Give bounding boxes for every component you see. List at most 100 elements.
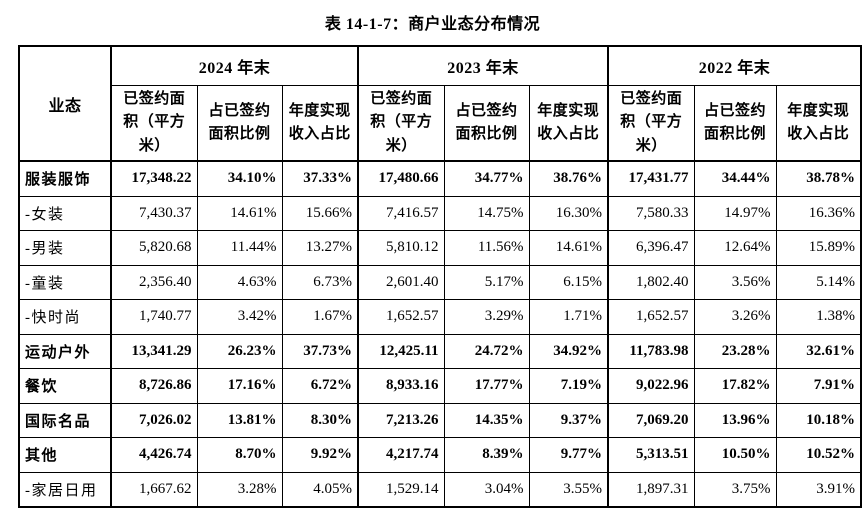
cell-value: 3.28% bbox=[196, 471, 283, 508]
table-row: -女装 7,430.37 14.61% 15.66% 7,416.57 14.75% 16.… bbox=[18, 195, 862, 231]
row-label: -快时尚 bbox=[18, 299, 112, 335]
col-header-signed-area-2022: 已签约面积（平方米） bbox=[607, 85, 695, 162]
cell-value: 2,601.40 bbox=[357, 264, 445, 300]
header-row-years: 业态 2024 年末 2023 年末 2022 年末 bbox=[18, 45, 862, 162]
cell-value: 3.26% bbox=[693, 299, 777, 335]
cell-value: 7,069.20 bbox=[607, 402, 695, 438]
row-label: -男装 bbox=[18, 230, 112, 266]
cell-value: 1,529.14 bbox=[357, 471, 445, 508]
cell-value: 13.81% bbox=[196, 402, 283, 438]
cell-value: 9.37% bbox=[528, 402, 609, 438]
cell-value: 34.10% bbox=[196, 160, 283, 197]
table-row: -童装 2,356.40 4.63% 6.73% 2,601.40 5.17% 6.15% 1… bbox=[18, 264, 862, 300]
table-row: -男装 5,820.68 11.44% 13.27% 5,810.12 11.56% 14.… bbox=[18, 230, 862, 266]
cell-value: 1,897.31 bbox=[607, 471, 695, 508]
cell-value: 12.64% bbox=[693, 230, 777, 266]
cell-value: 9.92% bbox=[281, 437, 359, 473]
row-label: 餐饮 bbox=[18, 368, 112, 404]
cell-value: 14.61% bbox=[196, 195, 283, 231]
cell-value: 8.39% bbox=[443, 437, 530, 473]
cell-value: 6.15% bbox=[528, 264, 609, 300]
cell-value: 7,580.33 bbox=[607, 195, 695, 231]
cell-value: 16.36% bbox=[775, 195, 862, 231]
cell-value: 1.38% bbox=[775, 299, 862, 335]
cell-value: 9.77% bbox=[528, 437, 609, 473]
cell-value: 6.72% bbox=[281, 368, 359, 404]
cell-value: 37.73% bbox=[281, 333, 359, 369]
cell-value: 6.73% bbox=[281, 264, 359, 300]
col-header-signed-area-2023: 已签约面积（平方米） bbox=[357, 85, 445, 162]
cell-value: 1,802.40 bbox=[607, 264, 695, 300]
cell-value: 9,022.96 bbox=[607, 368, 695, 404]
cell-value: 34.44% bbox=[693, 160, 777, 197]
cell-value: 6,396.47 bbox=[607, 230, 695, 266]
cell-value: 3.55% bbox=[528, 471, 609, 508]
cell-value: 7.91% bbox=[775, 368, 862, 404]
cell-value: 15.89% bbox=[775, 230, 862, 266]
col-header-year-2024: 2024 年末 bbox=[109, 45, 359, 86]
cell-value: 8.70% bbox=[196, 437, 283, 473]
cell-value: 15.66% bbox=[281, 195, 359, 231]
cell-value: 5,810.12 bbox=[357, 230, 445, 266]
cell-value: 4,426.74 bbox=[110, 437, 198, 473]
cell-value: 37.33% bbox=[281, 160, 359, 197]
cell-value: 7,026.02 bbox=[110, 402, 198, 438]
cell-value: 5,820.68 bbox=[110, 230, 198, 266]
cell-value: 3.42% bbox=[196, 299, 283, 335]
cell-value: 17,348.22 bbox=[110, 160, 198, 197]
cell-value: 7,416.57 bbox=[357, 195, 445, 231]
col-header-area-ratio-2024: 占已签约面积比例 bbox=[196, 85, 283, 162]
cell-value: 14.97% bbox=[693, 195, 777, 231]
col-header-revenue-share-2024: 年度实现收入占比 bbox=[281, 85, 359, 162]
cell-value: 4,217.74 bbox=[357, 437, 445, 473]
cell-value: 1.71% bbox=[528, 299, 609, 335]
cell-value: 4.05% bbox=[281, 471, 359, 508]
col-header-revenue-share-2022: 年度实现收入占比 bbox=[775, 85, 862, 162]
row-label: 国际名品 bbox=[18, 402, 112, 438]
table-row: -家居日用 1,667.62 3.28% 4.05% 1,529.14 3.04% 3.55… bbox=[18, 471, 862, 508]
cell-value: 3.75% bbox=[693, 471, 777, 508]
cell-value: 17.16% bbox=[196, 368, 283, 404]
cell-value: 7,430.37 bbox=[110, 195, 198, 231]
col-header-year-2022: 2022 年末 bbox=[607, 45, 862, 86]
cell-value: 8.30% bbox=[281, 402, 359, 438]
cell-value: 8,726.86 bbox=[110, 368, 198, 404]
row-label: 其他 bbox=[18, 437, 112, 473]
table-row: 其他 4,426.74 8.70% 9.92% 4,217.74 8.39% 9.77% 5,… bbox=[18, 437, 862, 473]
row-label: 运动户外 bbox=[18, 333, 112, 369]
row-label: 服装服饰 bbox=[18, 160, 112, 197]
cell-value: 38.76% bbox=[528, 160, 609, 197]
table-row: 运动户外 13,341.29 26.23% 37.73% 12,425.11 24.72%… bbox=[18, 333, 862, 369]
cell-value: 13.27% bbox=[281, 230, 359, 266]
cell-value: 3.56% bbox=[693, 264, 777, 300]
cell-value: 17,431.77 bbox=[607, 160, 695, 197]
cell-value: 1,652.57 bbox=[357, 299, 445, 335]
row-label: -女装 bbox=[18, 195, 112, 231]
cell-value: 5.14% bbox=[775, 264, 862, 300]
cell-value: 17.82% bbox=[693, 368, 777, 404]
col-header-revenue-share-2023: 年度实现收入占比 bbox=[528, 85, 609, 162]
business-distribution-table: 业态 2024 年末 2023 年末 2022 年末 已签约面积（平方米） 占已… bbox=[18, 45, 863, 508]
cell-value: 38.78% bbox=[775, 160, 862, 197]
cell-value: 3.91% bbox=[775, 471, 862, 508]
table-row: 国际名品 7,026.02 13.81% 8.30% 7,213.26 14.35% 9.3… bbox=[18, 402, 862, 438]
cell-value: 11,783.98 bbox=[607, 333, 695, 369]
col-header-business-type: 业态 bbox=[18, 45, 112, 162]
header-row-subcolumns: 已签约面积（平方米） 占已签约面积比例 年度实现收入占比 已签约面积（平方米） … bbox=[19, 85, 862, 162]
cell-value: 1.67% bbox=[281, 299, 359, 335]
row-label: -家居日用 bbox=[18, 471, 112, 508]
cell-value: 13,341.29 bbox=[110, 333, 198, 369]
cell-value: 3.04% bbox=[443, 471, 530, 508]
cell-value: 14.75% bbox=[443, 195, 530, 231]
cell-value: 34.77% bbox=[443, 160, 530, 197]
cell-value: 14.61% bbox=[528, 230, 609, 266]
cell-value: 11.56% bbox=[443, 230, 530, 266]
cell-value: 5,313.51 bbox=[607, 437, 695, 473]
col-header-year-2023: 2023 年末 bbox=[357, 45, 609, 86]
cell-value: 7,213.26 bbox=[357, 402, 445, 438]
cell-value: 23.28% bbox=[693, 333, 777, 369]
cell-value: 1,740.77 bbox=[110, 299, 198, 335]
cell-value: 12,425.11 bbox=[357, 333, 445, 369]
cell-value: 3.29% bbox=[443, 299, 530, 335]
